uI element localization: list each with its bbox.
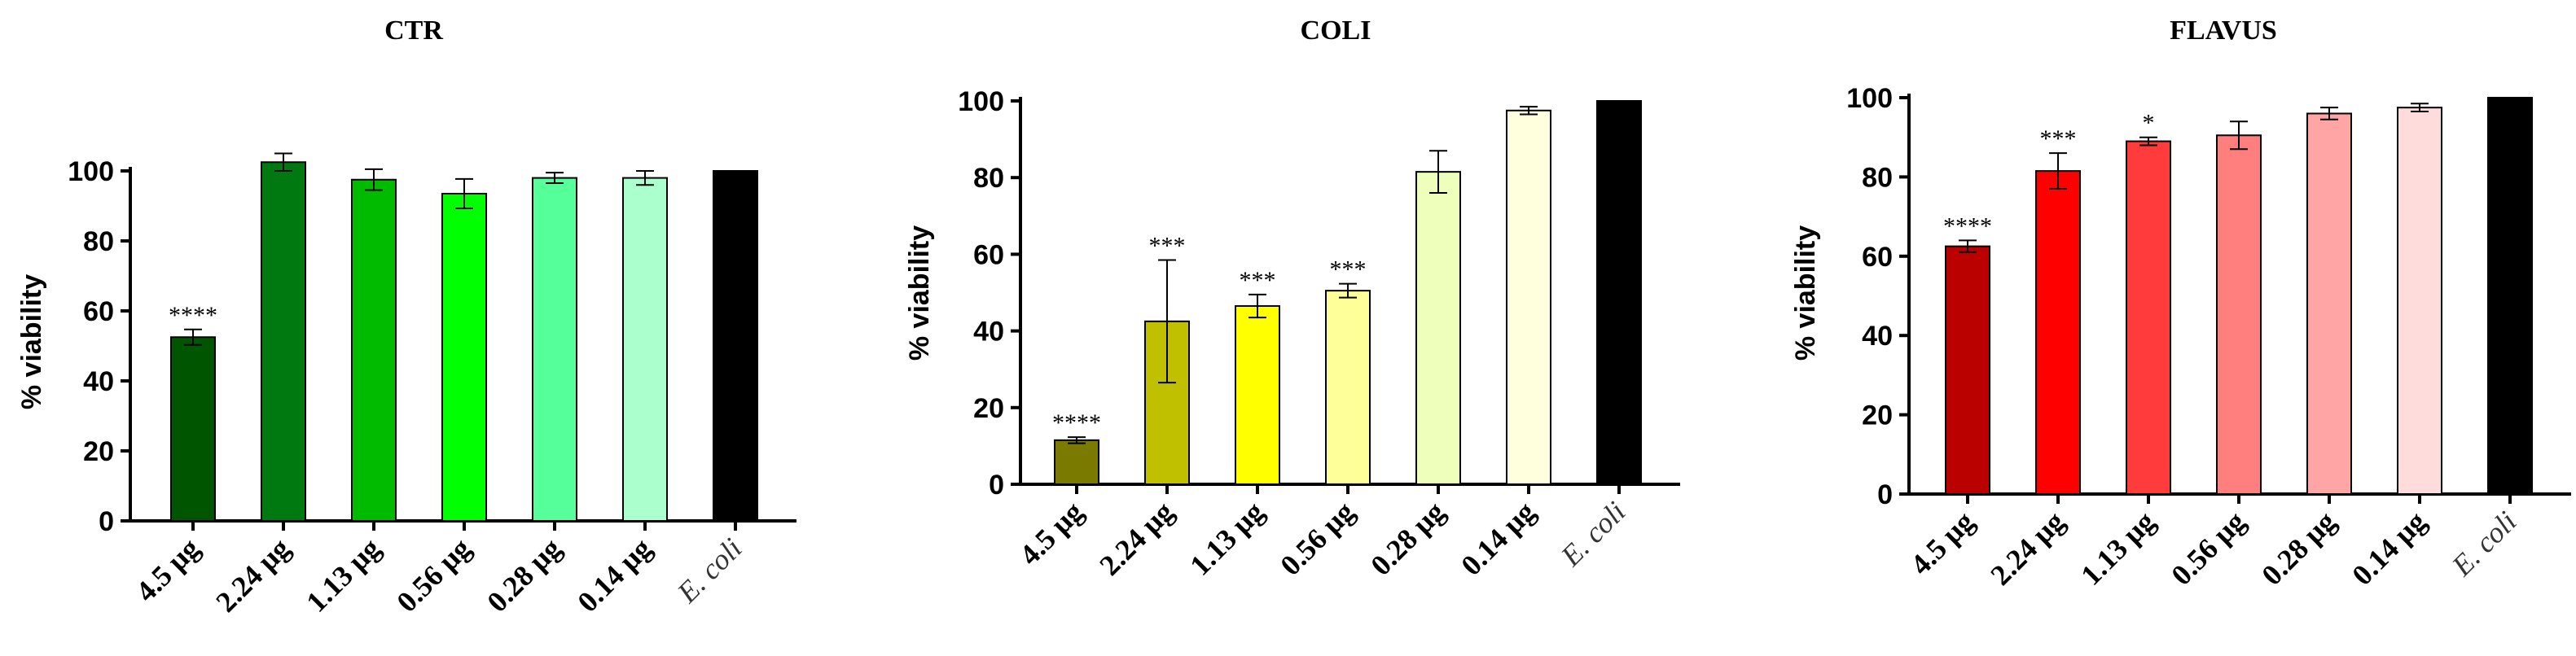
x-tick-label: 0.56 μg: [2165, 505, 2251, 591]
y-tick-label: 0: [989, 470, 1004, 501]
y-axis-label: % viability: [904, 225, 935, 361]
bar: [1596, 100, 1642, 485]
y-tick-label: 80: [1862, 162, 1893, 193]
error-bar: [1249, 293, 1266, 319]
error-bar: [274, 152, 292, 172]
bar: [1415, 171, 1461, 485]
x-tick-label: 0.14 μg: [1455, 495, 1541, 581]
significance-label: ****: [1943, 212, 1992, 239]
y-axis-label: % viability: [16, 274, 47, 409]
bar: [1945, 245, 1990, 495]
bar: [2216, 134, 2262, 495]
significance-label: ***: [2040, 125, 2077, 152]
bar: [2126, 140, 2171, 495]
bar: [441, 192, 487, 522]
error-bar: [1068, 436, 1086, 444]
y-tick-label: 0: [1877, 479, 1893, 510]
x-tick-label: 0.28 μg: [481, 531, 567, 618]
y-tick-label: 60: [1862, 242, 1893, 273]
x-tick-label: E. coli: [1554, 495, 1631, 572]
x-tick-label: 1.13 μg: [300, 531, 386, 618]
y-tick-label: 20: [83, 436, 114, 467]
bar: [351, 178, 397, 522]
error-bar: [1158, 259, 1176, 384]
bar: [713, 170, 758, 522]
y-axis-label: % viability: [1790, 225, 1821, 361]
error-bar: [184, 328, 202, 346]
error-bar: [1959, 239, 1977, 253]
error-bar: [2230, 120, 2248, 151]
x-tick-label: 0.56 μg: [390, 531, 476, 618]
x-tick-label: 4.5 μg: [1013, 495, 1090, 571]
error-bar: [2139, 136, 2157, 147]
y-tick-label: 80: [973, 163, 1004, 194]
error-bar: [2411, 103, 2429, 113]
bar: [622, 177, 668, 522]
x-tick-label: 4.5 μg: [129, 531, 206, 608]
bar: [170, 336, 216, 522]
bar: [2035, 170, 2081, 495]
y-tick-label: 100: [68, 156, 114, 187]
x-tick-label: 1.13 μg: [1183, 495, 1270, 581]
x-tick-label: 2.24 μg: [209, 531, 296, 618]
significance-label: ***: [1240, 267, 1276, 294]
bar: [1325, 290, 1371, 485]
bar: [1506, 109, 1551, 485]
y-tick-label: 100: [1846, 83, 1893, 114]
significance-label: ***: [1149, 232, 1186, 259]
error-bar: [1520, 106, 1538, 116]
y-tick-label: 80: [83, 226, 114, 257]
bar: [1235, 304, 1280, 485]
bar: [1054, 439, 1099, 486]
x-tick-label: 0.28 μg: [1364, 495, 1450, 581]
error-bar: [2320, 107, 2338, 120]
bar: [261, 161, 306, 522]
bar: [2487, 97, 2533, 495]
x-tick-label: 0.14 μg: [2346, 505, 2432, 591]
x-tick-label: 4.5 μg: [1904, 505, 1981, 581]
y-tick-label: 60: [83, 296, 114, 327]
y-tick-label: 20: [973, 393, 1004, 424]
x-tick-label: 0.56 μg: [1274, 495, 1360, 581]
y-tick-label: 0: [99, 506, 114, 537]
x-tick-label: 2.24 μg: [1093, 495, 1179, 581]
error-bar: [636, 170, 654, 186]
error-bar: [455, 177, 473, 210]
error-bar: [1339, 282, 1357, 299]
x-tick-label: 0.28 μg: [2255, 505, 2341, 591]
significance-label: *: [2143, 110, 2155, 137]
x-tick-label: 0.14 μg: [571, 531, 657, 618]
y-tick-label: 20: [1862, 400, 1893, 431]
error-bar: [365, 168, 383, 191]
error-bar: [2049, 152, 2067, 190]
chart-title: COLI: [1301, 15, 1371, 46]
bar: [532, 177, 577, 522]
x-tick-label: E. coli: [2445, 505, 2522, 582]
x-tick-label: 2.24 μg: [1984, 505, 2070, 591]
y-tick-label: 100: [958, 86, 1004, 117]
significance-label: ****: [1052, 409, 1101, 436]
panel-ctr: CTR % viability 0 20 40 60 80 100 **** 4.5 μg 2.…: [16, 15, 796, 619]
x-tick-label: 1.13 μg: [2074, 505, 2161, 591]
y-tick-label: 40: [973, 317, 1004, 348]
error-bar: [546, 172, 564, 185]
chart-title: FLAVUS: [2170, 15, 2277, 46]
y-tick-label: 40: [1862, 321, 1893, 352]
chart-title: CTR: [384, 15, 443, 46]
significance-label: ****: [169, 302, 217, 329]
significance-label: ***: [1330, 256, 1367, 283]
bar: [2397, 107, 2442, 496]
error-bar: [1429, 150, 1447, 195]
y-tick-label: 40: [83, 366, 114, 397]
panel-coli: COLI % viability 0 20 40 60 80 100 **** 4.5 μg *…: [904, 15, 1680, 582]
y-tick-label: 60: [973, 239, 1004, 270]
x-tick-label: E. coli: [670, 531, 748, 609]
bar: [2306, 112, 2352, 495]
